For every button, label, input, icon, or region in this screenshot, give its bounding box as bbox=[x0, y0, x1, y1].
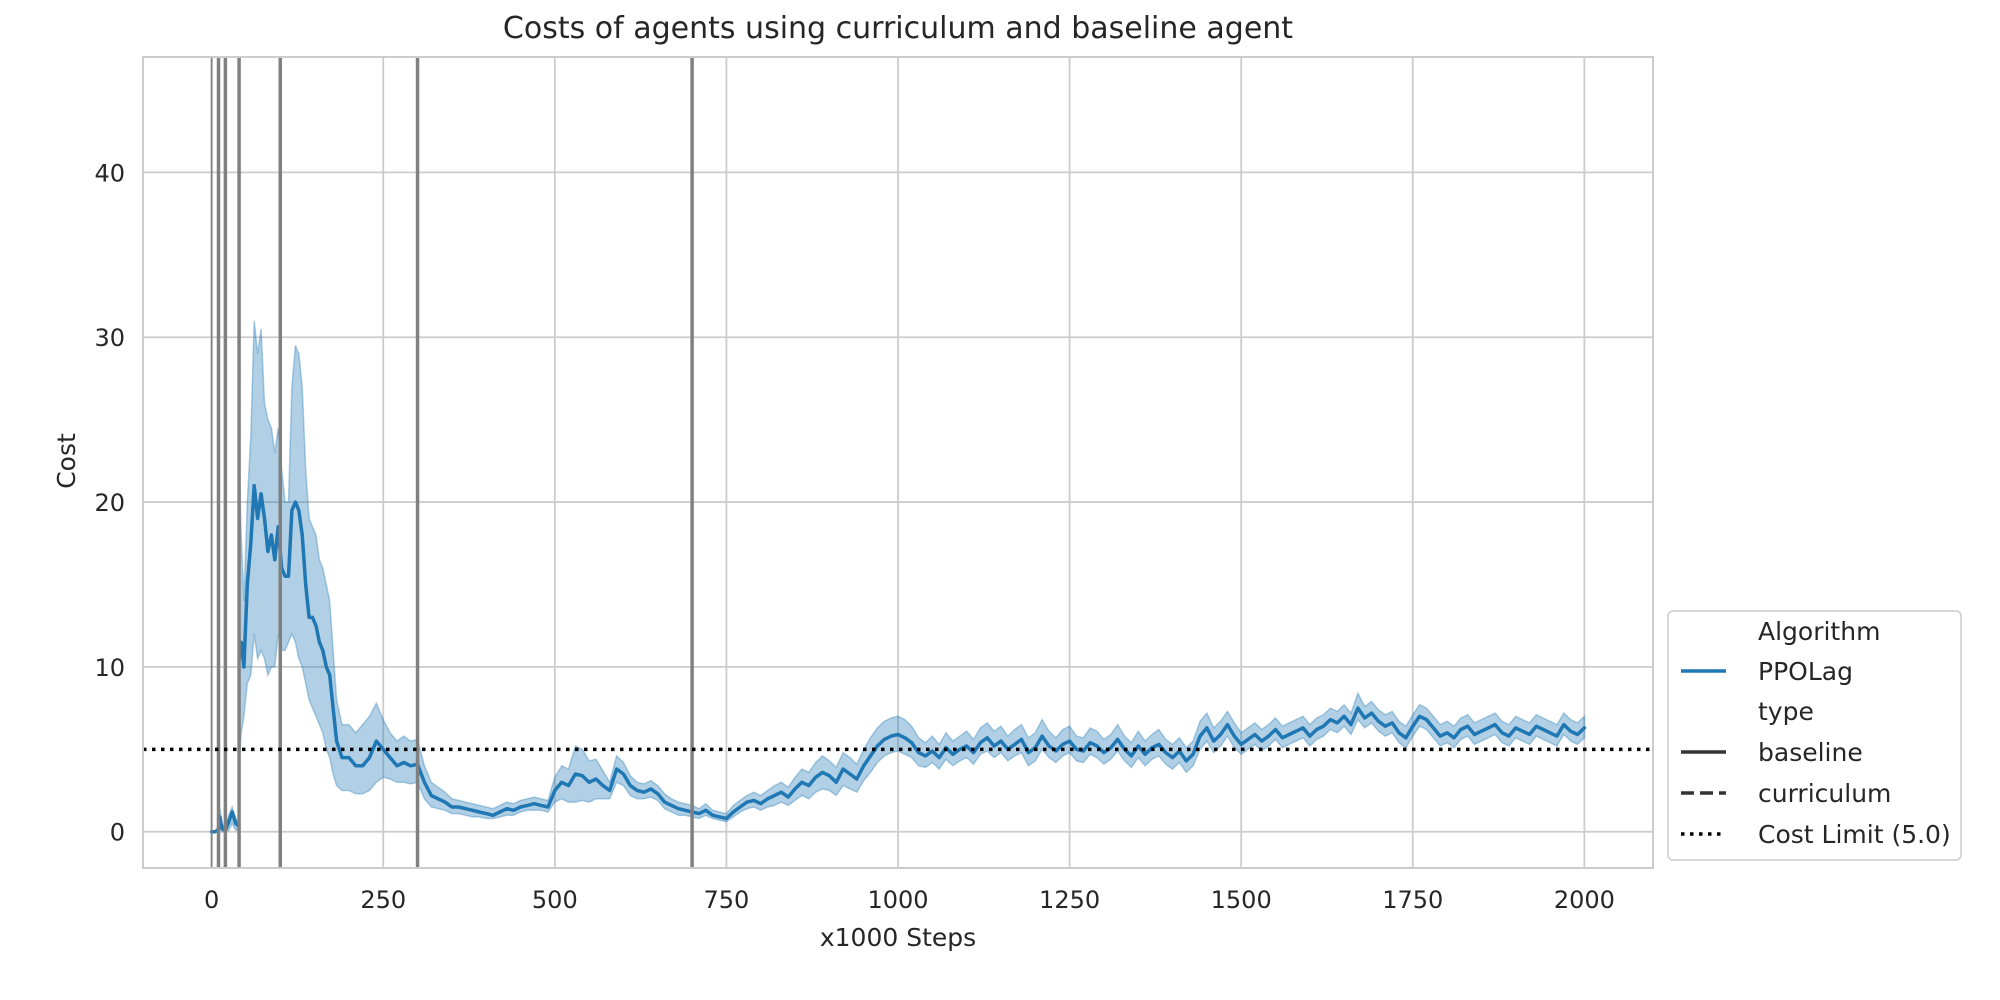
legend-cost-limit-label: Cost Limit (5.0) bbox=[1758, 820, 1951, 849]
x-tick-label: 2000 bbox=[1554, 886, 1615, 914]
legend-type-header: type bbox=[1758, 697, 1814, 726]
plot-border bbox=[142, 56, 1654, 869]
legend-box bbox=[1667, 610, 1962, 861]
plot-frame bbox=[142, 56, 1654, 869]
x-tick-label: 1750 bbox=[1382, 886, 1443, 914]
legend-algorithm-header: Algorithm bbox=[1758, 617, 1880, 646]
y-tick-label: 30 bbox=[94, 324, 125, 352]
x-tick-label: 500 bbox=[532, 886, 578, 914]
legend-curriculum-label: curriculum bbox=[1758, 779, 1891, 808]
y-tick-label: 40 bbox=[94, 159, 125, 187]
x-tick-label: 1500 bbox=[1211, 886, 1272, 914]
x-tick-label: 0 bbox=[204, 886, 219, 914]
y-tick-label: 10 bbox=[94, 654, 125, 682]
confidence-band-segment bbox=[238, 320, 1586, 823]
x-tick-label: 1250 bbox=[1039, 886, 1100, 914]
x-tick-label: 750 bbox=[704, 886, 750, 914]
legend-ppolag-label: PPOLag bbox=[1758, 657, 1853, 686]
curriculum-switch-lines bbox=[210, 57, 694, 868]
x-tick-label: 250 bbox=[360, 886, 406, 914]
legend-baseline-label: baseline bbox=[1758, 738, 1863, 767]
y-tick-label: 0 bbox=[110, 819, 125, 847]
tick-labels: 0 250 500 750 1000 1250 1500 1750 2000 0 10 20 30 40 bbox=[94, 159, 1614, 914]
ppolag-series-line bbox=[237, 483, 1587, 821]
legend: Algorithm PPOLag type baseline curriculu… bbox=[1667, 610, 1962, 861]
grid bbox=[143, 57, 1653, 868]
x-axis-label: x1000 Steps bbox=[820, 923, 976, 952]
chart-title: Costs of agents using curriculum and bas… bbox=[503, 11, 1293, 46]
y-tick-label: 20 bbox=[94, 489, 125, 517]
y-axis-label: Cost bbox=[52, 433, 81, 489]
x-tick-label: 1000 bbox=[867, 886, 928, 914]
